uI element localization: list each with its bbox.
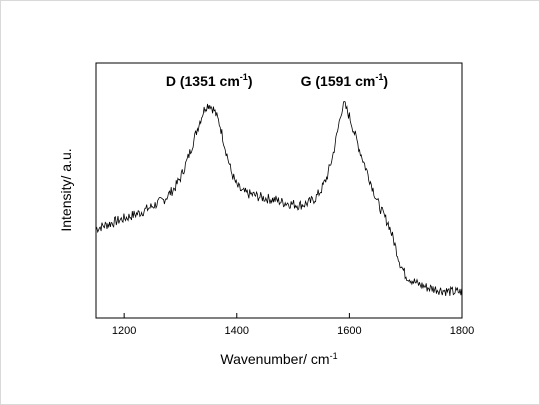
y-axis-label: Intensity/ a.u. bbox=[58, 148, 74, 231]
spectrum-line bbox=[95, 101, 463, 296]
x-axis-tick-labels: 1200 1400 1600 1800 bbox=[112, 325, 474, 337]
x-axis-ticks bbox=[123, 313, 463, 318]
x-tick-label-2: 1600 bbox=[337, 325, 361, 337]
peak-d-label: D (1351 cm-1) bbox=[166, 72, 253, 89]
x-tick-label-0: 1200 bbox=[112, 325, 136, 337]
x-axis-label: Wavenumber/ cm-1 bbox=[220, 351, 337, 367]
peak-annotations: D (1351 cm-1) G (1591 cm-1) bbox=[166, 72, 388, 89]
peak-g-label: G (1591 cm-1) bbox=[301, 72, 388, 89]
x-tick-label-3: 1800 bbox=[450, 325, 474, 337]
plot-area-border bbox=[95, 62, 463, 319]
x-tick-label-1: 1400 bbox=[225, 325, 249, 337]
